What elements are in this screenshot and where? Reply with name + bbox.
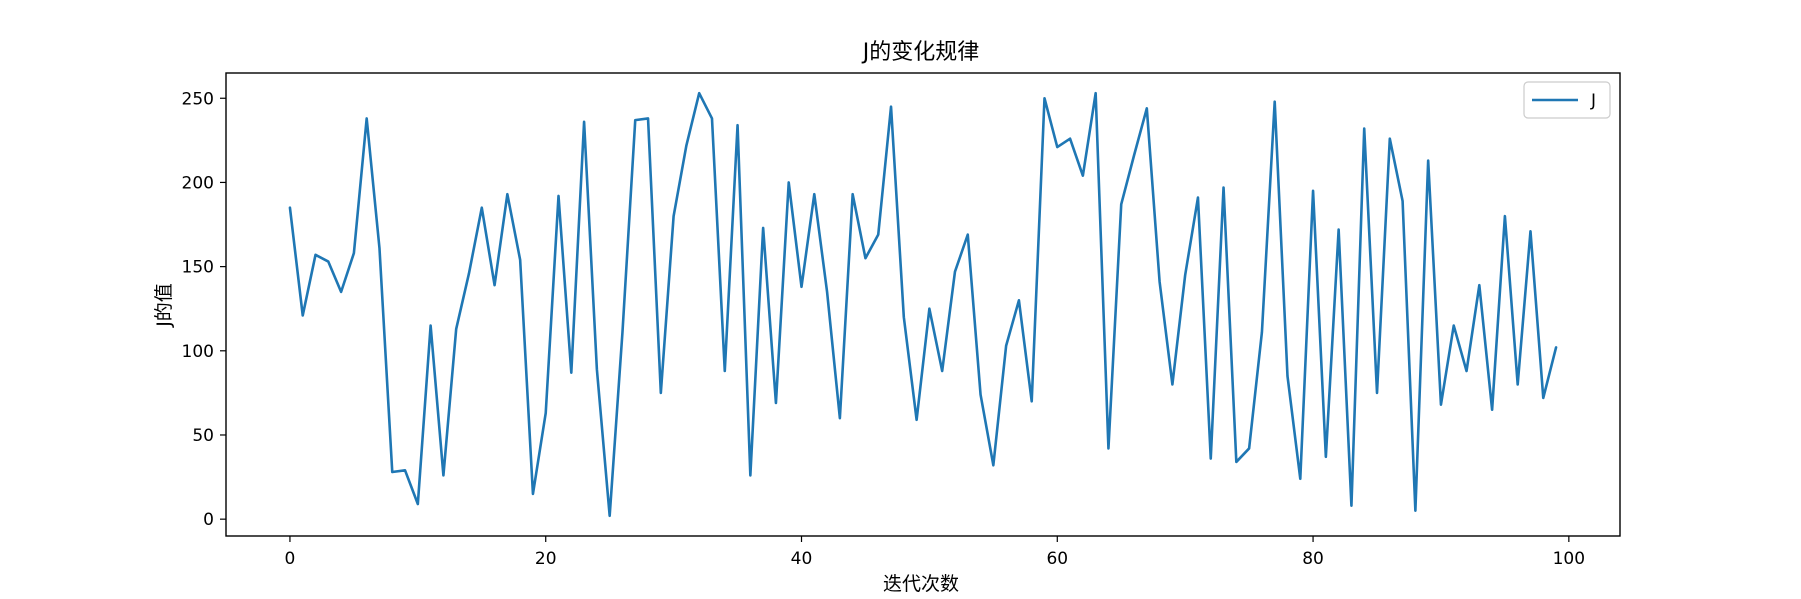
y-axis: 0 50 100 150 200 250 <box>182 89 226 530</box>
x-tick-label: 80 <box>1302 549 1324 569</box>
x-tick-label: 0 <box>285 549 296 569</box>
y-tick-label: 50 <box>192 426 214 446</box>
legend-label-J: J <box>1590 91 1596 111</box>
x-tick-label: 100 <box>1553 549 1585 569</box>
y-tick-label: 100 <box>182 342 214 362</box>
x-tick-label: 20 <box>535 549 557 569</box>
x-tick-label: 60 <box>1046 549 1068 569</box>
legend: J <box>1523 81 1611 119</box>
x-axis-title: 迭代次数 <box>883 573 959 595</box>
y-tick-label: 200 <box>182 173 214 193</box>
data-points <box>289 93 1557 516</box>
x-axis: 0 20 40 60 80 100 <box>285 536 1585 569</box>
y-tick-label: 0 <box>203 510 214 530</box>
chart-title: J的变化规律 <box>861 40 980 65</box>
y-tick-label: 250 <box>182 89 214 109</box>
axes-frame <box>225 72 1621 537</box>
series-line-J <box>288 91 1558 518</box>
x-tick-label: 40 <box>791 549 813 569</box>
y-tick-label: 150 <box>182 258 214 278</box>
y-axis-title: J的值 <box>153 283 175 328</box>
